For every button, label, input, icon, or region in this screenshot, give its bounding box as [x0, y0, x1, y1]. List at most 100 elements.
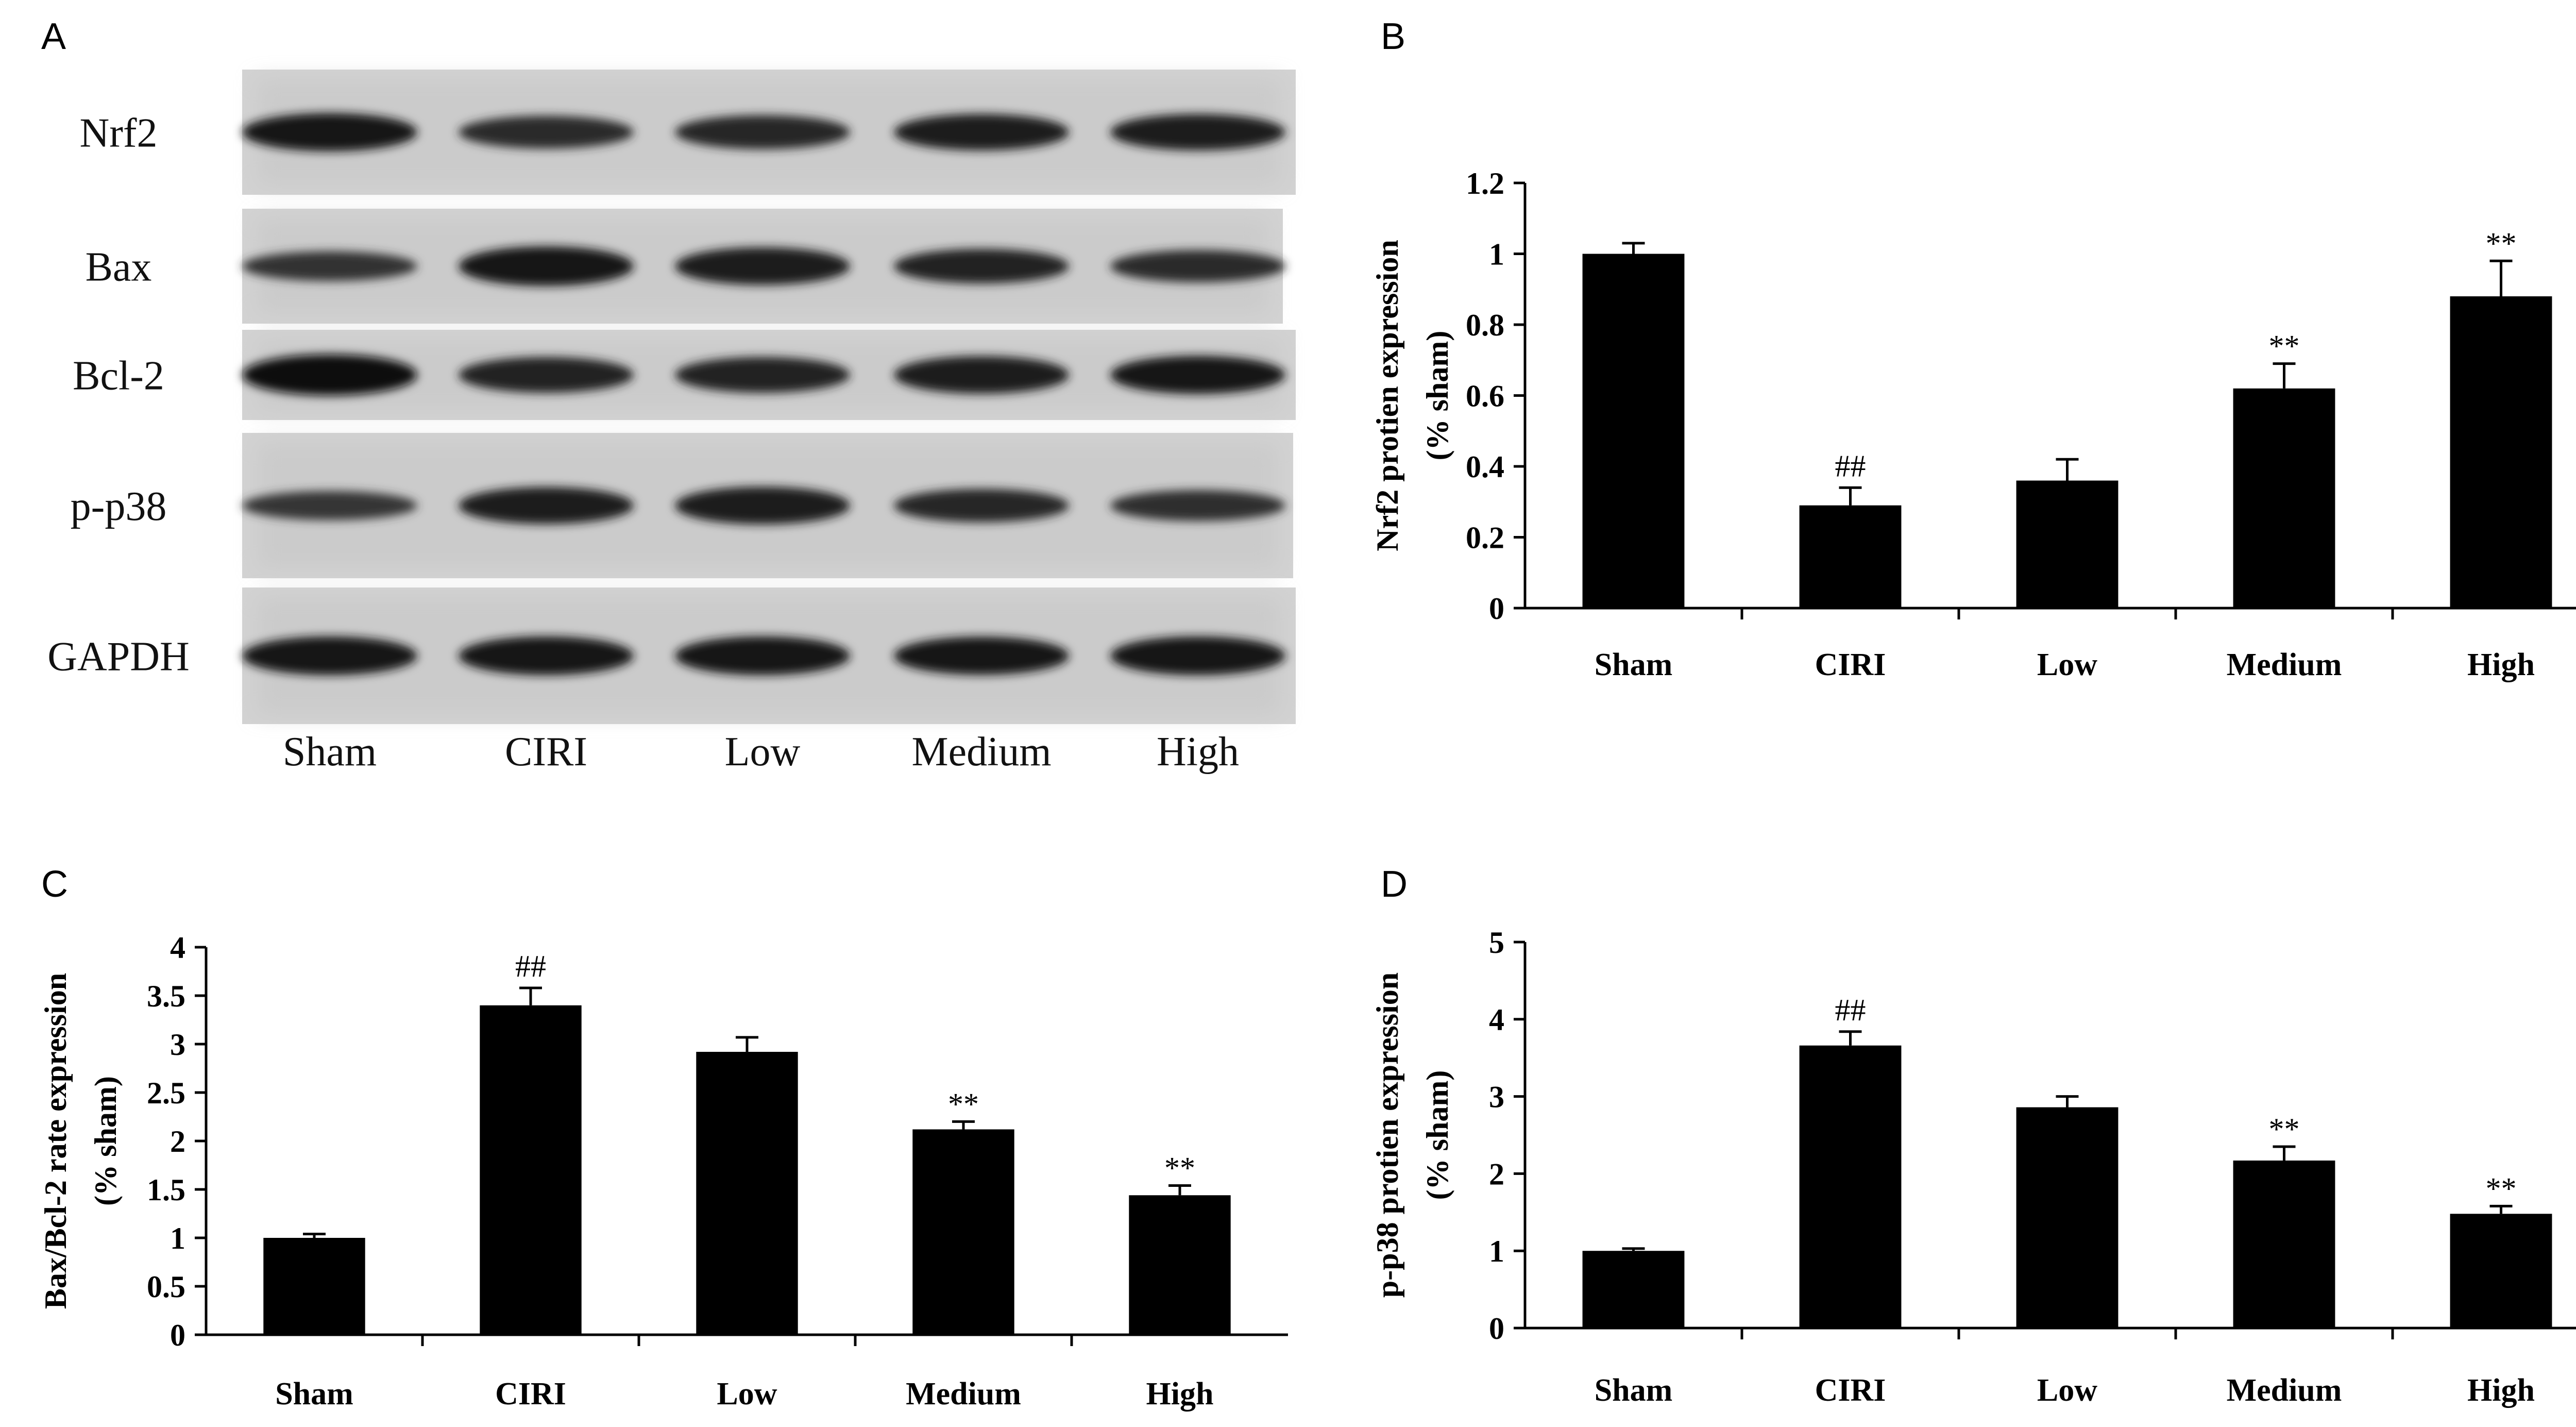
- bar-ciri: [1799, 505, 1902, 608]
- y-tick-label: 0.4: [1466, 450, 1504, 484]
- significance-label-high: **: [1164, 1151, 1195, 1185]
- significance-label-medium: **: [2269, 329, 2300, 363]
- bar-sham: [263, 1238, 365, 1335]
- blot-row-label-p-p38: p-p38: [71, 484, 167, 529]
- blot-band-p-p38-sham: [242, 491, 417, 521]
- blot-band-nrf2-low: [675, 115, 850, 149]
- bar-ciri: [480, 1005, 582, 1335]
- y-tick-label: 2: [1489, 1157, 1504, 1191]
- bar-low: [2016, 480, 2119, 608]
- y-tick-label: 1: [170, 1221, 185, 1255]
- blot-band-bcl-2-high: [1110, 356, 1285, 394]
- panel-c-chart: C Bax/Bcl-2 rate expression (% sham) 0 0.5 1 1…: [39, 864, 1288, 1412]
- x-category-label-high: High: [2467, 1373, 2535, 1408]
- bar-low: [696, 1052, 798, 1335]
- blot-band-p-p38-ciri: [459, 487, 634, 524]
- blot-band-bcl-2-sham: [242, 354, 417, 396]
- significance-label-high: **: [2486, 226, 2517, 260]
- panel-letter-c: C: [41, 864, 68, 905]
- blot-strip-gapdh: [242, 587, 1296, 724]
- y-tick-label: 2: [170, 1124, 185, 1159]
- blot-strip-p-p38: [242, 433, 1293, 578]
- significance-label-ciri: ##: [1835, 449, 1866, 483]
- x-category-label-high: High: [2467, 647, 2535, 682]
- blot-band-nrf2-high: [1110, 114, 1285, 150]
- blot-band-gapdh-high: [1110, 636, 1285, 676]
- panel-a-western-blot: A Nrf2 Bax Bcl-2 p-p38 GAPDH Sham CIRI Low Medium…: [41, 16, 1296, 775]
- bar-sham: [1582, 1251, 1685, 1328]
- blot-band-p-p38-medium: [894, 489, 1069, 523]
- blot-band-bcl-2-medium: [894, 356, 1069, 394]
- blot-band-bcl-2-ciri: [459, 357, 634, 393]
- blot-lane-label-low: Low: [725, 729, 801, 775]
- x-category-label-low: Low: [2037, 1373, 2097, 1408]
- x-category-label-low: Low: [2037, 647, 2097, 682]
- x-category-label-ciri: CIRI: [495, 1376, 566, 1412]
- blot-band-bax-high: [1110, 250, 1285, 282]
- y-tick-label: 0.5: [147, 1270, 185, 1304]
- blot-band-bax-low: [675, 247, 850, 286]
- blot-strip-bcl-2: [242, 330, 1296, 420]
- y-tick-label: 4: [170, 931, 185, 965]
- blot-row-label-nrf2: Nrf2: [79, 111, 157, 156]
- significance-label-high: **: [2486, 1171, 2517, 1205]
- panel-letter-b: B: [1381, 16, 1405, 57]
- blot-lane-label-sham: Sham: [283, 729, 377, 775]
- blot-band-bax-medium: [894, 248, 1069, 284]
- blot-band-p-p38-low: [675, 486, 850, 525]
- blot-band-gapdh-sham: [242, 636, 417, 676]
- panel-b-chart: B Nrf2 protien expression (% sham) 0 0.2 0.4 0…: [1370, 16, 2576, 682]
- y-tick-label: 4: [1489, 1003, 1504, 1037]
- blot-band-nrf2-medium: [894, 114, 1069, 150]
- y-tick-label: 3.5: [147, 979, 185, 1013]
- blot-strip-bax: [242, 209, 1285, 324]
- blot-row-label-bcl-2: Bcl-2: [73, 354, 164, 399]
- y-tick-label: 1.5: [147, 1173, 185, 1207]
- bar-medium: [2233, 1160, 2335, 1328]
- y-tick-label: 0: [1489, 592, 1504, 626]
- bar-high: [1129, 1195, 1231, 1335]
- y-tick-label: 0.8: [1466, 308, 1504, 342]
- blot-band-gapdh-low: [675, 636, 850, 676]
- y-tick-label: 0: [170, 1318, 185, 1352]
- blot-band-nrf2-ciri: [459, 115, 634, 149]
- bar-ciri: [1799, 1045, 1902, 1328]
- y-axis-title: Nrf2 protien expression: [1370, 240, 1404, 551]
- x-category-label-medium: Medium: [2227, 647, 2342, 682]
- blot-strip-nrf2: [242, 70, 1296, 195]
- y-axis-title: Bax/Bcl-2 rate expression: [39, 973, 73, 1309]
- blot-band-nrf2-sham: [242, 113, 417, 152]
- y-tick-label: 0.6: [1466, 379, 1504, 413]
- y-tick-label: 1: [1489, 1234, 1504, 1268]
- x-category-label-sham: Sham: [275, 1376, 353, 1412]
- y-tick-label: 1: [1489, 238, 1504, 272]
- bar-high: [2450, 296, 2552, 608]
- x-category-label-ciri: CIRI: [1815, 647, 1886, 682]
- y-tick-label: 0.2: [1466, 521, 1504, 555]
- blot-band-bax-sham: [242, 251, 417, 281]
- x-category-label-sham: Sham: [1595, 1373, 1673, 1408]
- significance-label-medium: **: [2269, 1112, 2300, 1146]
- blot-row-label-gapdh: GAPDH: [47, 634, 190, 680]
- blot-band-bcl-2-low: [675, 357, 850, 393]
- x-category-label-low: Low: [717, 1376, 777, 1412]
- x-category-label-high: High: [1146, 1376, 1214, 1412]
- blot-lane-label-high: High: [1157, 729, 1239, 775]
- blot-band-gapdh-ciri: [459, 636, 634, 676]
- panel-letter-d: D: [1381, 864, 1408, 905]
- y-axis-title-unit: (% sham): [1420, 331, 1454, 461]
- panel-letter-a: A: [41, 16, 66, 57]
- panel-d-chart: Dp-p38 protien expression (% sham) 0 1 2 3 4 5 S…: [1370, 864, 2576, 1408]
- blot-band-p-p38-high: [1110, 490, 1285, 522]
- x-category-label-medium: Medium: [2227, 1373, 2342, 1408]
- blot-band-gapdh-medium: [894, 636, 1069, 675]
- y-tick-label: 3: [170, 1028, 185, 1062]
- bar-low: [2016, 1107, 2119, 1328]
- significance-label-ciri: ##: [515, 949, 546, 983]
- significance-label-ciri: ##: [1835, 993, 1866, 1027]
- blot-band-bax-ciri: [459, 246, 634, 287]
- bar-high: [2450, 1214, 2552, 1328]
- x-category-label-medium: Medium: [906, 1376, 1021, 1412]
- y-tick-label: 2.5: [147, 1076, 185, 1110]
